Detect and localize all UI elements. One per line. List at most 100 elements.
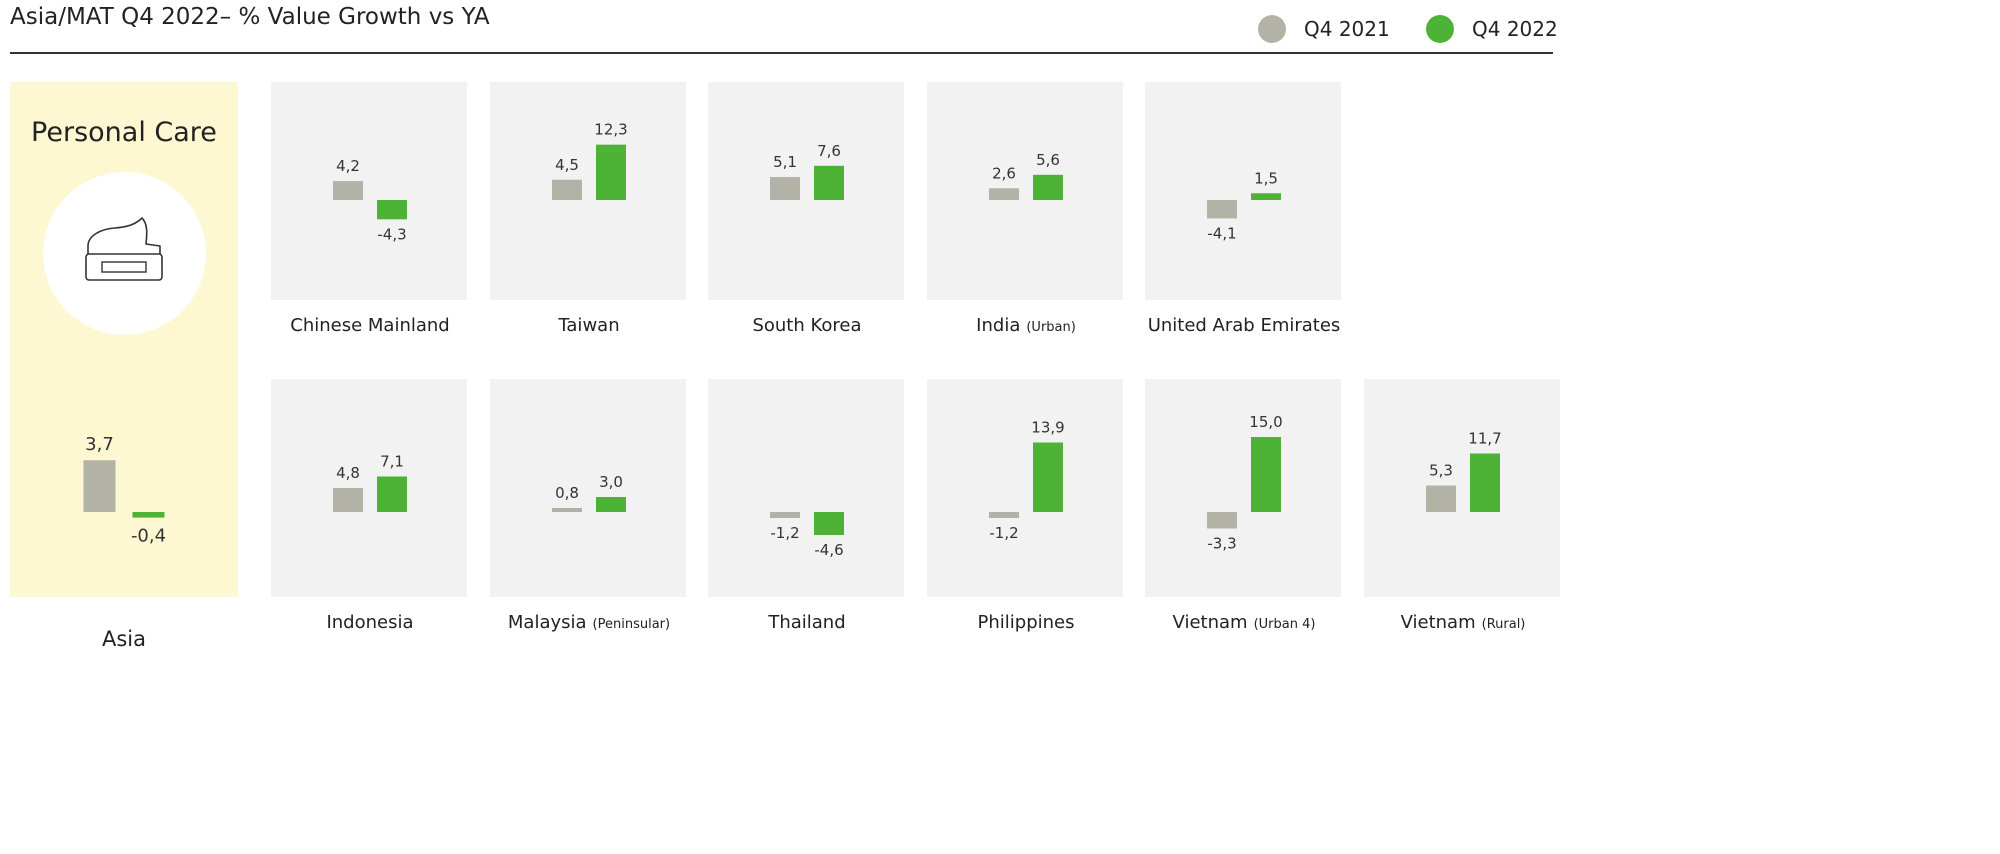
region-label-taiwan: Taiwan: [557, 315, 619, 336]
data-label-q4-2021-south-korea: 5,1: [773, 153, 797, 171]
data-label-q4-2022-philippines: 13,9: [1031, 419, 1064, 437]
legend-label-q4-2021: Q4 2021: [1304, 17, 1390, 41]
region-note: (Urban 4): [1254, 617, 1316, 632]
asia-summary-panel: [10, 82, 238, 597]
panel-vietnam-rural: [1364, 379, 1560, 597]
legend-item-q4-2021: Q4 2021: [1258, 12, 1390, 46]
bar-q4-2021-malaysia-peninsular: [552, 508, 582, 512]
region-note: (Urban): [1026, 320, 1075, 335]
data-label-q4-2022-taiwan: 12,3: [594, 121, 627, 139]
legend-label-q4-2022: Q4 2022: [1472, 17, 1558, 41]
bar-q4-2021-philippines: [989, 512, 1019, 518]
bar-q4-2021-south-korea: [770, 177, 800, 200]
region-label-south-korea: South Korea: [752, 315, 861, 336]
region-label-asia: Asia: [102, 627, 146, 651]
region-name: Chinese Mainland: [290, 315, 449, 336]
data-label-q4-2021-asia: 3,7: [85, 434, 114, 455]
data-label-q4-2022-united-arab-emirates: 1,5: [1254, 169, 1278, 187]
bar-q4-2021-india-urban: [989, 188, 1019, 200]
bar-q4-2021-indonesia: [333, 488, 363, 512]
bar-q4-2022-malaysia-peninsular: [596, 497, 626, 512]
region-label-united-arab-emirates: United Arab Emirates: [1148, 315, 1341, 336]
data-label-q4-2021-thailand: -1,2: [770, 524, 799, 542]
data-label-q4-2021-malaysia-peninsular: 0,8: [555, 484, 579, 502]
data-label-q4-2021-taiwan: 4,5: [555, 156, 579, 174]
data-label-q4-2022-vietnam-urban-4: 15,0: [1249, 413, 1282, 431]
category-title: Personal Care: [31, 117, 217, 148]
page-title: Asia/MAT Q4 2022– % Value Growth vs YA: [10, 4, 490, 30]
data-label-q4-2022-chinese-mainland: -4,3: [377, 225, 406, 243]
legend-swatch-q4-2022: [1426, 15, 1454, 43]
cream-jar-icon: [85, 217, 163, 281]
panel-philippines: [927, 379, 1123, 597]
data-label-q4-2022-vietnam-rural: 11,7: [1468, 430, 1501, 448]
bar-q4-2022-vietnam-rural: [1470, 453, 1500, 512]
bar-q4-2022-indonesia: [377, 476, 407, 512]
panel-south-korea: [708, 82, 904, 300]
data-label-q4-2022-indonesia: 7,1: [380, 453, 404, 471]
region-note: (Rural): [1482, 617, 1526, 632]
region-label-malaysia-peninsular: Malaysia (Peninsular): [508, 612, 670, 633]
region-note: (Peninsular): [593, 617, 671, 632]
region-label-vietnam-urban-4: Vietnam (Urban 4): [1173, 612, 1316, 633]
header-divider: [10, 52, 1553, 54]
region-name: Taiwan: [557, 315, 619, 336]
region-name: Thailand: [767, 612, 845, 633]
panel-india-urban: [927, 82, 1123, 300]
data-label-q4-2021-vietnam-rural: 5,3: [1429, 462, 1453, 480]
bar-q4-2021-vietnam-urban-4: [1207, 512, 1237, 529]
data-label-q4-2022-south-korea: 7,6: [817, 142, 841, 160]
chart-legend: Q4 2021 Q4 2022: [1258, 12, 1558, 46]
region-name: Indonesia: [326, 612, 413, 633]
panel-united-arab-emirates: [1145, 82, 1341, 300]
region-name: Asia: [102, 627, 146, 651]
bar-q4-2022-chinese-mainland: [377, 200, 407, 220]
data-label-q4-2022-asia: -0,4: [131, 526, 166, 547]
region-label-india-urban: India (Urban): [976, 315, 1076, 336]
bar-q4-2022-south-korea: [814, 165, 844, 200]
panel-chinese-mainland: [271, 82, 467, 300]
region-name: Malaysia: [508, 612, 587, 633]
bar-q4-2021-united-arab-emirates: [1207, 200, 1237, 219]
data-label-q4-2022-thailand: -4,6: [814, 541, 843, 559]
region-name: United Arab Emirates: [1148, 315, 1341, 336]
bar-q4-2022-vietnam-urban-4: [1251, 437, 1281, 512]
growth-bar-chart: 3,7 -0,4 Asia 4,2 -4,3 Chinese Mainland 4,5 12,…: [83, 82, 1560, 651]
bar-q4-2021-chinese-mainland: [333, 181, 363, 200]
data-label-q4-2021-united-arab-emirates: -4,1: [1207, 224, 1236, 242]
bar-q4-2022-taiwan: [596, 144, 626, 200]
data-label-q4-2021-indonesia: 4,8: [336, 464, 360, 482]
region-name: India: [976, 315, 1020, 336]
region-label-philippines: Philippines: [978, 612, 1075, 633]
bar-q4-2021-thailand: [770, 512, 800, 518]
data-label-q4-2022-india-urban: 5,6: [1036, 151, 1060, 169]
data-label-q4-2021-vietnam-urban-4: -3,3: [1207, 535, 1236, 553]
legend-item-q4-2022: Q4 2022: [1426, 12, 1558, 46]
bar-q4-2022-united-arab-emirates: [1251, 193, 1281, 200]
panel-thailand: [708, 379, 904, 597]
bar-q4-2022-thailand: [814, 512, 844, 535]
region-label-indonesia: Indonesia: [326, 612, 413, 633]
panel-taiwan: [490, 82, 686, 300]
bar-q4-2021-taiwan: [552, 179, 582, 200]
category-icon-circle: [43, 172, 206, 335]
data-label-q4-2021-india-urban: 2,6: [992, 164, 1016, 182]
region-name: South Korea: [752, 315, 861, 336]
bar-q4-2022-philippines: [1033, 442, 1063, 512]
region-name: Philippines: [978, 612, 1075, 633]
region-label-thailand: Thailand: [767, 612, 845, 633]
bar-q4-2022-asia: [132, 512, 165, 518]
panel-indonesia: [271, 379, 467, 597]
data-label-q4-2021-chinese-mainland: 4,2: [336, 157, 360, 175]
bar-q4-2021-vietnam-rural: [1426, 485, 1456, 512]
panel-malaysia-peninsular: [490, 379, 686, 597]
region-label-vietnam-rural: Vietnam (Rural): [1401, 612, 1526, 633]
region-name: Vietnam: [1401, 612, 1476, 633]
region-label-chinese-mainland: Chinese Mainland: [290, 315, 449, 336]
data-label-q4-2022-malaysia-peninsular: 3,0: [599, 473, 623, 491]
region-name: Vietnam: [1173, 612, 1248, 633]
bar-q4-2022-india-urban: [1033, 174, 1063, 200]
panel-vietnam-urban-4: [1145, 379, 1341, 597]
legend-swatch-q4-2021: [1258, 15, 1286, 43]
data-label-q4-2021-philippines: -1,2: [989, 524, 1018, 542]
